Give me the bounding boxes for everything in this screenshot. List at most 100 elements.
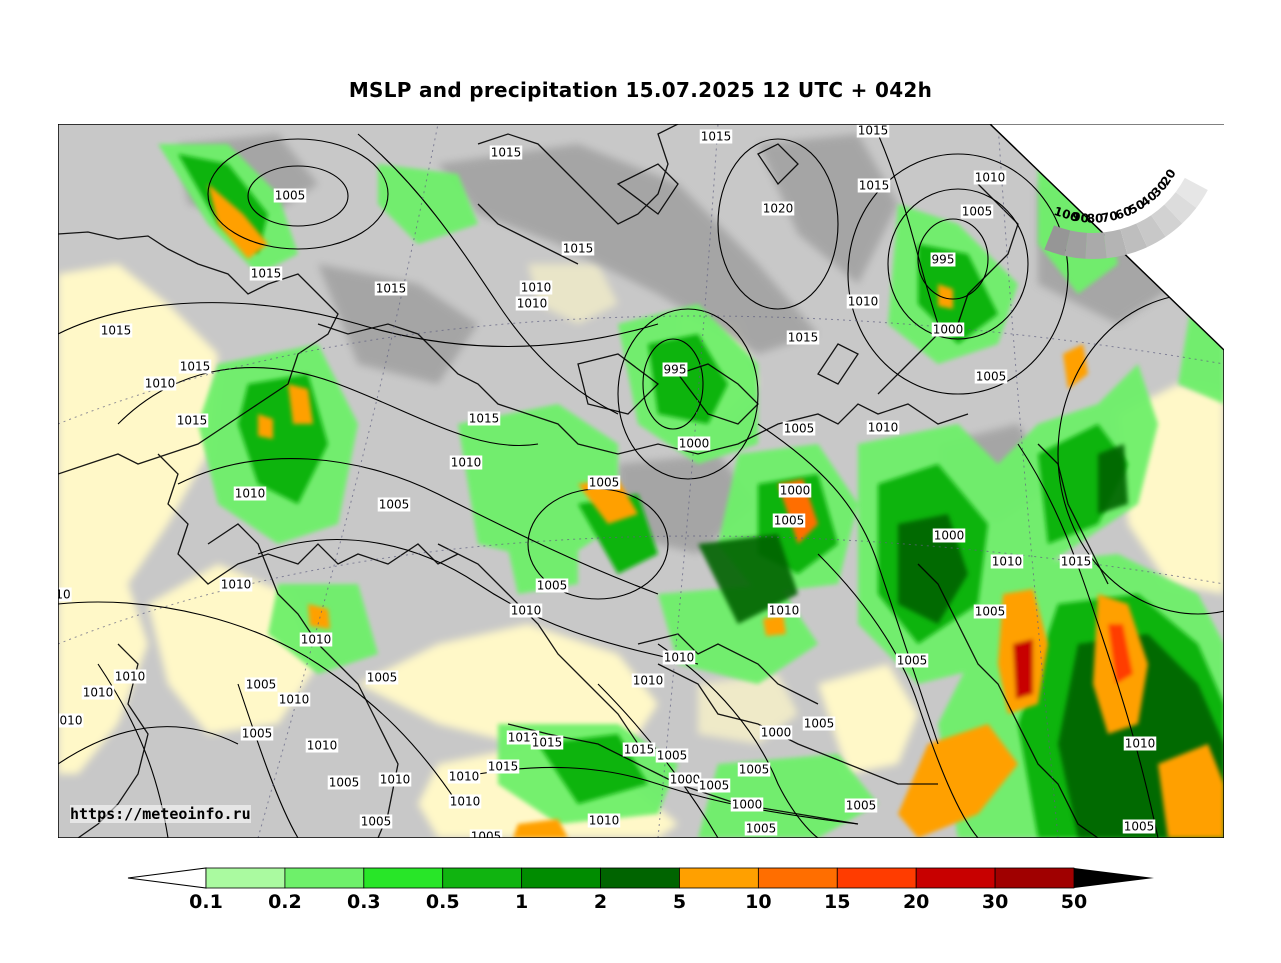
isobar-label: 1010	[509, 603, 543, 618]
isobar-label: 1005	[240, 726, 274, 741]
isobar-label: 1005	[359, 814, 393, 829]
isobar-label: 1010	[846, 294, 880, 309]
svg-text:1015: 1015	[1061, 555, 1092, 569]
svg-text:1005: 1005	[361, 815, 392, 829]
svg-text:1005: 1005	[471, 830, 502, 839]
precip-intense	[208, 184, 1224, 838]
isobar-label: 1010	[662, 650, 696, 665]
isobar-label: 1005	[782, 421, 816, 436]
isobar-label: 1015	[467, 411, 501, 426]
isobar-label: 1015	[530, 735, 564, 750]
isobar-label: 1010	[143, 376, 177, 391]
svg-text:995: 995	[664, 363, 687, 377]
svg-text:1010: 1010	[521, 281, 552, 295]
svg-text:1010: 1010	[1125, 737, 1156, 751]
colorbar-tick-label: 15	[824, 891, 851, 913]
colorbar-under-arrow	[127, 867, 207, 889]
cloud-scale-segment	[1044, 225, 1071, 256]
isobar-label: 1005	[535, 578, 569, 593]
isobar-label: 1010	[515, 296, 549, 311]
svg-text:1015: 1015	[859, 179, 890, 193]
svg-text:1010: 1010	[848, 295, 879, 309]
isobar-label: 1015	[249, 266, 283, 281]
svg-text:1015: 1015	[532, 736, 563, 750]
isobar-label: 1005	[1122, 819, 1156, 834]
isobar-label: 1015	[175, 413, 209, 428]
isobar-label: 1015	[561, 241, 595, 256]
cloud-scale-label: 80	[1087, 211, 1104, 225]
cloud-scale-segment	[1164, 192, 1197, 224]
isobar-label: 1005	[772, 513, 806, 528]
isobar-label: 1015	[178, 359, 212, 374]
svg-text:1010: 1010	[449, 770, 480, 784]
colorbar-tick-label: 0.2	[268, 891, 302, 913]
svg-text:1015: 1015	[469, 412, 500, 426]
svg-text:1015: 1015	[376, 282, 407, 296]
isobar-label: 1010	[81, 685, 115, 700]
precipitation-colorbar	[126, 866, 1156, 916]
svg-text:1010: 1010	[769, 604, 800, 618]
isobar-label: 1000	[668, 772, 702, 787]
isobar-label: 1005	[973, 604, 1007, 619]
svg-text:1005: 1005	[804, 717, 835, 731]
svg-text:1010: 1010	[451, 456, 482, 470]
isobar-label: 1005	[974, 369, 1008, 384]
svg-text:1010: 1010	[235, 487, 266, 501]
svg-text:1005: 1005	[774, 514, 805, 528]
svg-text:1010: 1010	[115, 670, 146, 684]
graticule	[58, 124, 1224, 838]
isobar-label: 1005	[895, 653, 929, 668]
isobar-label: 1010	[990, 554, 1024, 569]
isobar-label: 1010	[587, 813, 621, 828]
svg-text:1005: 1005	[246, 678, 277, 692]
svg-text:1005: 1005	[379, 498, 410, 512]
isobar-label: 1005	[802, 716, 836, 731]
isobar-label: 1005	[844, 798, 878, 813]
colorbar-segment	[284, 867, 365, 889]
svg-text:10: 10	[58, 588, 71, 602]
colorbar-segment	[915, 867, 996, 889]
svg-text:1015: 1015	[251, 267, 282, 281]
isobar-label: 1005	[960, 204, 994, 219]
colorbar-tick-label: 1	[515, 891, 529, 913]
source-watermark: https://meteoinfo.ru	[70, 805, 251, 823]
svg-text:1010: 1010	[279, 693, 310, 707]
isobar-label: 1005	[273, 188, 307, 203]
svg-text:1010: 1010	[83, 686, 114, 700]
colorbar-segment	[442, 867, 523, 889]
svg-text:1015: 1015	[491, 146, 522, 160]
isobar-label: 1000	[932, 528, 966, 543]
svg-text:1005: 1005	[367, 671, 398, 685]
colorbar-tick-label: 0.1	[189, 891, 223, 913]
chart-title: MSLP and precipitation 15.07.2025 12 UTC…	[348, 78, 933, 102]
svg-text:1015: 1015	[563, 242, 594, 256]
svg-text:1015: 1015	[101, 324, 132, 338]
svg-text:1005: 1005	[699, 779, 730, 793]
isobar-label: 010	[58, 713, 84, 728]
isobar-label: 1015	[99, 323, 133, 338]
colorbar-segment	[600, 867, 680, 889]
svg-text:1015: 1015	[788, 331, 819, 345]
isobar-label: 1010	[448, 794, 482, 809]
cloud-scale-label: 70	[1100, 209, 1119, 226]
svg-text:1015: 1015	[858, 124, 889, 138]
svg-text:1005: 1005	[1124, 820, 1155, 834]
svg-text:1010: 1010	[221, 578, 252, 592]
colorbar-segment	[363, 867, 444, 889]
svg-text:1010: 1010	[145, 377, 176, 391]
colorbar-segment	[757, 867, 838, 889]
isobar-label: 10	[58, 587, 72, 602]
colorbar-segment	[679, 867, 759, 889]
svg-text:1010: 1010	[517, 297, 548, 311]
svg-text:1010: 1010	[992, 555, 1023, 569]
isobar-label: 1000	[778, 483, 812, 498]
isobar-label: 1005	[377, 497, 411, 512]
colorbar-segment	[836, 867, 917, 889]
cloud-scale-label: 60	[1113, 204, 1133, 223]
colorbar-tick-label: 0.3	[346, 891, 381, 913]
svg-text:1010: 1010	[664, 651, 695, 665]
cloud-scale-segment	[1120, 223, 1148, 255]
isobar-label: 1010	[973, 170, 1007, 185]
colorbar-tick-label: 10	[745, 891, 772, 913]
